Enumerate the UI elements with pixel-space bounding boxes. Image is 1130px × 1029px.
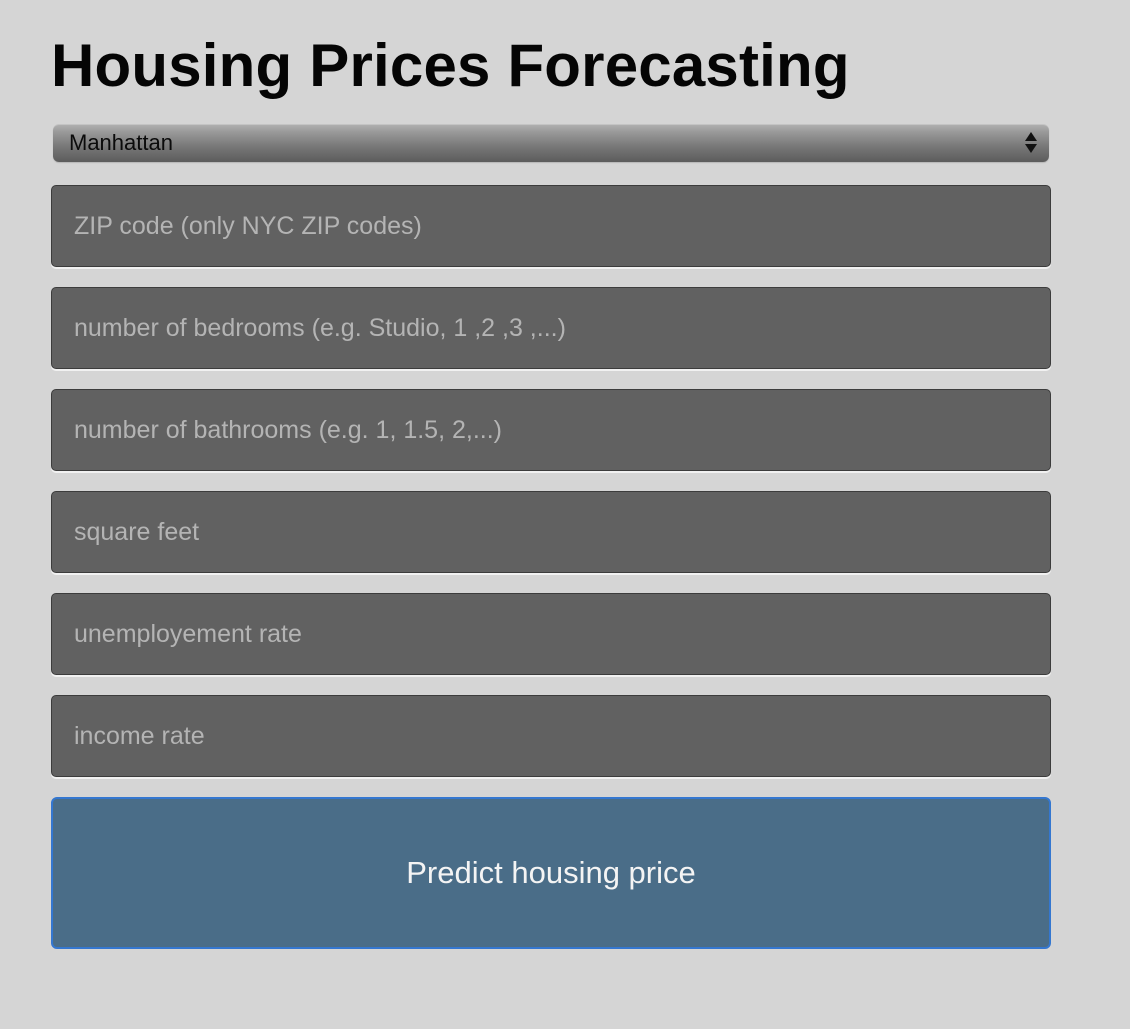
unemployment-rate-input[interactable] [52,594,1050,674]
borough-select[interactable]: Manhattan [53,124,1049,162]
zip-code-input[interactable] [52,186,1050,266]
predict-housing-price-button[interactable]: Predict housing price [51,797,1051,949]
page-title: Housing Prices Forecasting [51,32,850,99]
square-feet-input[interactable] [52,492,1050,572]
bathrooms-input[interactable] [52,390,1050,470]
bedrooms-input[interactable] [52,288,1050,368]
form-container: Housing Prices Forecasting Manhattan Pre… [51,28,1051,949]
bedrooms-field[interactable] [51,287,1051,369]
chevron-down-icon [1025,144,1037,153]
chevron-up-icon [1025,132,1037,141]
unemployment-rate-field[interactable] [51,593,1051,675]
square-feet-field[interactable] [51,491,1051,573]
zip-code-field[interactable] [51,185,1051,267]
borough-select-value: Manhattan [69,130,173,155]
select-arrows-icon [1025,130,1037,156]
income-rate-field[interactable] [51,695,1051,777]
bathrooms-field[interactable] [51,389,1051,471]
income-rate-input[interactable] [52,696,1050,776]
